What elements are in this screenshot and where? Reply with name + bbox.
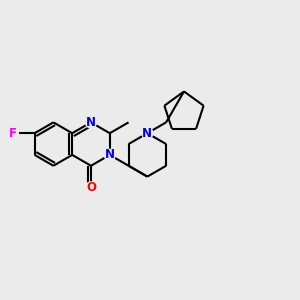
Circle shape <box>85 181 97 194</box>
Circle shape <box>141 127 154 140</box>
Circle shape <box>7 127 19 140</box>
Text: N: N <box>142 127 152 140</box>
Circle shape <box>103 149 116 161</box>
Text: N: N <box>86 116 96 129</box>
Text: N: N <box>105 148 115 161</box>
Circle shape <box>85 116 97 129</box>
Text: F: F <box>9 127 17 140</box>
Text: O: O <box>86 181 96 194</box>
